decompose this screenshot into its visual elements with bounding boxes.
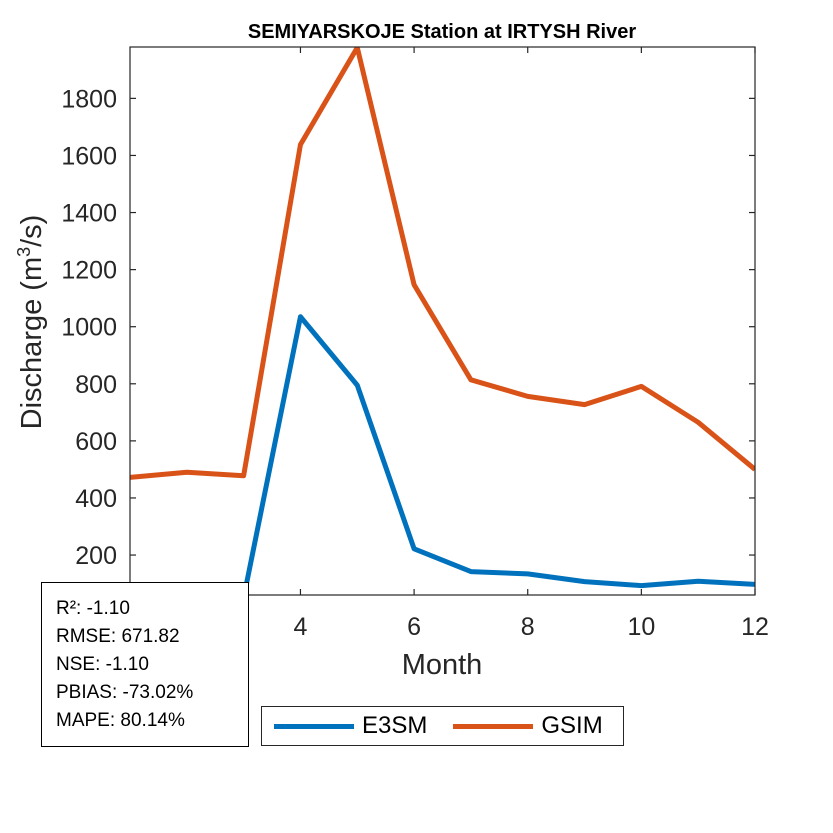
x-tick-label: 8 [521, 613, 535, 641]
y-tick-label: 1000 [61, 314, 117, 342]
metric-rmse: RMSE: 671.82 [56, 626, 180, 647]
x-tick-label: 10 [627, 613, 655, 641]
y-tick-label: 1800 [61, 85, 117, 113]
chart-legend: E3SM GSIM [261, 706, 624, 746]
ticks-layer: 200 400 600 800 1000 1200 1400 1600 1800 4 6 8 10 12 [61, 47, 769, 641]
y-tick-label: 200 [75, 542, 117, 570]
y-tick-label: 800 [75, 371, 117, 399]
legend-label-gsim: GSIM [541, 712, 603, 739]
y-tick-label: 400 [75, 485, 117, 513]
series-line-e3sm [241, 314, 755, 595]
legend-item-gsim: GSIM [453, 712, 603, 740]
y-axis-label-main: Discharge (m [16, 257, 48, 429]
metric-mape: MAPE: 80.14% [56, 710, 185, 731]
chart-title: SEMIYARSKOJE Station at IRTYSH River [248, 21, 636, 43]
x-tick-label: 12 [741, 613, 769, 641]
legend-swatch-gsim [453, 723, 534, 729]
series-layer [130, 47, 755, 595]
legend-label-e3sm: E3SM [362, 712, 428, 739]
y-tick-label: 1400 [61, 200, 117, 228]
axes-frame [129, 46, 756, 596]
y-tick-label: 600 [75, 428, 117, 456]
x-tick-label: 6 [407, 613, 421, 641]
legend-swatch-e3sm [274, 723, 354, 729]
metric-nse: NSE: -1.10 [56, 654, 149, 675]
y-axis-label-sup: 3 [14, 247, 34, 257]
y-tick-label: 1200 [61, 257, 117, 285]
x-tick-label: 4 [294, 613, 308, 641]
metric-r2: R²: -1.10 [56, 598, 130, 619]
y-axis-label-end: /s) [16, 215, 48, 247]
y-axis-label: Discharge (m3/s) [14, 215, 48, 430]
x-axis-label: Month [402, 649, 483, 681]
metric-pbias: PBIAS: -73.02% [56, 682, 194, 703]
y-tick-label: 1600 [61, 142, 117, 170]
metrics-box: R²: -1.10 RMSE: 671.82 NSE: -1.10 PBIAS:… [41, 582, 249, 747]
legend-item-e3sm: E3SM [274, 712, 427, 740]
series-line-gsim [130, 47, 755, 480]
